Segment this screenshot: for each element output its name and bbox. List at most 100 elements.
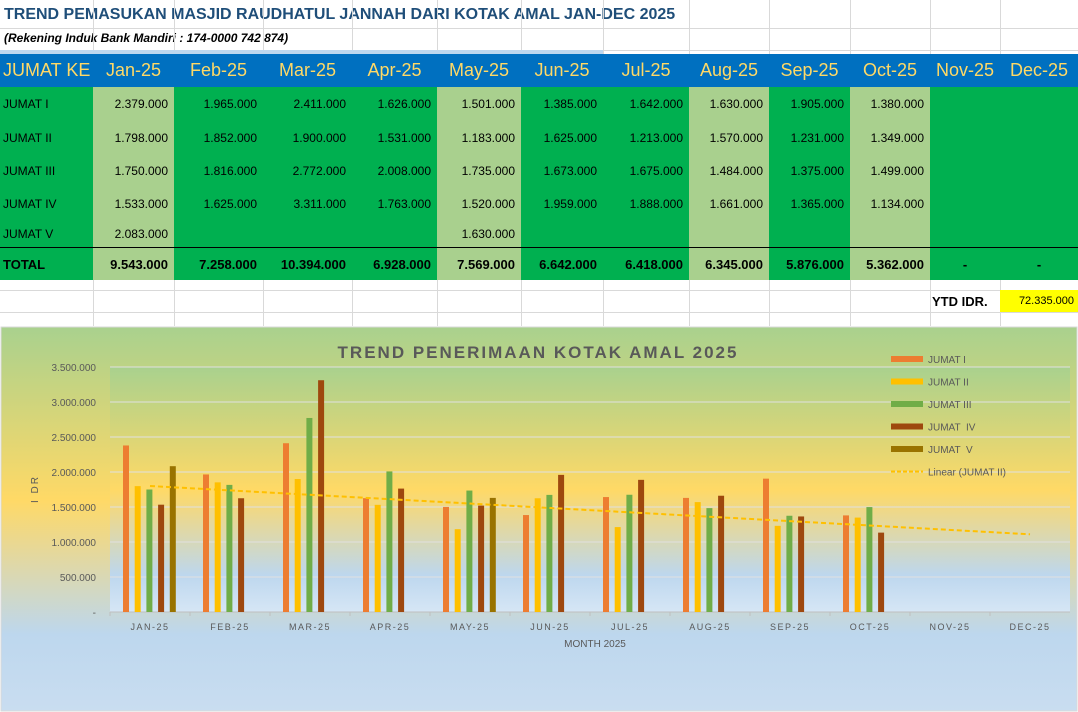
data-cell[interactable]: 1.484.000	[689, 154, 769, 187]
column-header-jun-25[interactable]: Jun-25	[521, 54, 603, 87]
column-header-feb-25[interactable]: Feb-25	[174, 54, 263, 87]
bar-jumat-iii-jun-25[interactable]	[546, 494, 553, 612]
bar-jumat-i-jun-25[interactable]	[523, 515, 529, 612]
total-cell[interactable]: 9.543.000	[93, 247, 174, 280]
data-cell[interactable]: 2.008.000	[352, 154, 437, 187]
bar-jumat-iii-jul-25[interactable]	[626, 494, 633, 612]
total-cell[interactable]: 6.928.000	[352, 247, 437, 280]
column-header-jul-25[interactable]: Jul-25	[603, 54, 689, 87]
bar-jumat-v-jan-25[interactable]	[169, 466, 176, 612]
data-cell[interactable]: 1.365.000	[769, 187, 850, 220]
data-cell[interactable]: 1.673.000	[521, 154, 603, 187]
data-cell[interactable]	[850, 220, 930, 247]
data-cell[interactable]	[352, 220, 437, 247]
data-cell[interactable]: 1.183.000	[437, 121, 521, 154]
data-cell[interactable]: 1.905.000	[769, 87, 850, 121]
bar-jumat-iv-jul-25[interactable]	[638, 479, 645, 612]
data-cell[interactable]: 1.349.000	[850, 121, 930, 154]
total-cell[interactable]: 5.362.000	[850, 247, 930, 280]
data-cell[interactable]: 1.570.000	[689, 121, 769, 154]
bar-jumat-iii-oct-25[interactable]	[866, 507, 873, 612]
data-cell[interactable]: 1.501.000	[437, 87, 521, 121]
bar-jumat-i-may-25[interactable]	[443, 506, 449, 612]
bar-jumat-iii-aug-25[interactable]	[706, 508, 713, 612]
data-cell[interactable]: 1.965.000	[174, 87, 263, 121]
bar-jumat-i-sep-25[interactable]	[763, 478, 769, 612]
data-cell[interactable]: 2.411.000	[263, 87, 352, 121]
data-cell[interactable]: 1.625.000	[174, 187, 263, 220]
total-cell[interactable]: -	[930, 247, 1000, 280]
data-cell[interactable]: 3.311.000	[263, 187, 352, 220]
data-cell[interactable]: 1.231.000	[769, 121, 850, 154]
data-cell[interactable]: 1.959.000	[521, 187, 603, 220]
bar-jumat-iv-sep-25[interactable]	[798, 516, 805, 612]
data-cell[interactable]: 1.900.000	[263, 121, 352, 154]
data-cell[interactable]: 1.798.000	[93, 121, 174, 154]
total-cell[interactable]: -	[1000, 247, 1078, 280]
data-cell[interactable]	[769, 220, 850, 247]
column-header-jan-25[interactable]: Jan-25	[93, 54, 174, 87]
bar-jumat-v-may-25[interactable]	[489, 497, 496, 612]
column-header-dec-25[interactable]: Dec-25	[1000, 54, 1078, 87]
total-cell[interactable]: 5.876.000	[769, 247, 850, 280]
bar-jumat-ii-jul-25[interactable]	[614, 527, 621, 612]
total-cell[interactable]: 7.258.000	[174, 247, 263, 280]
data-cell[interactable]: 1.735.000	[437, 154, 521, 187]
bar-jumat-iii-jan-25[interactable]	[146, 489, 153, 613]
bar-jumat-i-jul-25[interactable]	[603, 497, 609, 612]
data-cell[interactable]	[1000, 87, 1078, 121]
bar-jumat-i-mar-25[interactable]	[283, 443, 289, 612]
data-cell[interactable]: 1.630.000	[437, 220, 521, 247]
bar-jumat-ii-apr-25[interactable]	[374, 504, 381, 612]
data-cell[interactable]	[1000, 121, 1078, 154]
column-header-aug-25[interactable]: Aug-25	[689, 54, 769, 87]
total-cell[interactable]: 6.642.000	[521, 247, 603, 280]
ytd-value-cell[interactable]: 72.335.000	[1000, 290, 1078, 312]
column-header-apr-25[interactable]: Apr-25	[352, 54, 437, 87]
data-cell[interactable]: 1.675.000	[603, 154, 689, 187]
data-cell[interactable]: 1.499.000	[850, 154, 930, 187]
column-header-jumat-ke[interactable]: JUMAT KE	[0, 54, 93, 87]
data-cell[interactable]: 1.630.000	[689, 87, 769, 121]
bar-jumat-iii-sep-25[interactable]	[786, 515, 793, 612]
bar-jumat-iii-apr-25[interactable]	[386, 471, 393, 612]
data-cell[interactable]	[521, 220, 603, 247]
bar-jumat-i-feb-25[interactable]	[203, 474, 209, 612]
bar-jumat-iii-may-25[interactable]	[466, 490, 473, 612]
bar-jumat-ii-sep-25[interactable]	[774, 525, 781, 612]
bar-jumat-iv-jan-25[interactable]	[158, 504, 165, 612]
bar-jumat-iv-jun-25[interactable]	[558, 474, 565, 612]
bar-jumat-ii-aug-25[interactable]	[694, 502, 701, 612]
data-cell[interactable]	[174, 220, 263, 247]
data-cell[interactable]: 1.626.000	[352, 87, 437, 121]
data-cell[interactable]	[689, 220, 769, 247]
column-header-mar-25[interactable]: Mar-25	[263, 54, 352, 87]
data-cell[interactable]	[263, 220, 352, 247]
column-header-sep-25[interactable]: Sep-25	[769, 54, 850, 87]
bar-jumat-ii-jan-25[interactable]	[134, 486, 141, 612]
total-cell[interactable]: 6.418.000	[603, 247, 689, 280]
data-cell[interactable]: 1.852.000	[174, 121, 263, 154]
data-cell[interactable]: 1.750.000	[93, 154, 174, 187]
data-cell[interactable]: 1.134.000	[850, 187, 930, 220]
trendline-jumat-ii[interactable]	[149, 485, 1031, 536]
bar-jumat-ii-may-25[interactable]	[454, 529, 461, 612]
data-cell[interactable]	[1000, 220, 1078, 247]
total-cell[interactable]: 10.394.000	[263, 247, 352, 280]
data-cell[interactable]: 1.533.000	[93, 187, 174, 220]
bar-jumat-ii-jun-25[interactable]	[534, 498, 541, 612]
bar-jumat-i-aug-25[interactable]	[683, 497, 689, 612]
data-cell[interactable]: 2.772.000	[263, 154, 352, 187]
data-cell[interactable]: 1.625.000	[521, 121, 603, 154]
data-cell[interactable]: 1.520.000	[437, 187, 521, 220]
data-cell[interactable]: 2.083.000	[93, 220, 174, 247]
data-cell[interactable]: 1.642.000	[603, 87, 689, 121]
column-header-may-25[interactable]: May-25	[437, 54, 521, 87]
bar-jumat-ii-mar-25[interactable]	[294, 479, 301, 612]
bar-jumat-iv-apr-25[interactable]	[398, 488, 405, 612]
bar-jumat-iv-oct-25[interactable]	[878, 532, 885, 612]
data-cell[interactable]	[930, 187, 1000, 220]
bar-jumat-i-oct-25[interactable]	[843, 515, 849, 612]
data-cell[interactable]: 1.531.000	[352, 121, 437, 154]
data-cell[interactable]: 2.379.000	[93, 87, 174, 121]
